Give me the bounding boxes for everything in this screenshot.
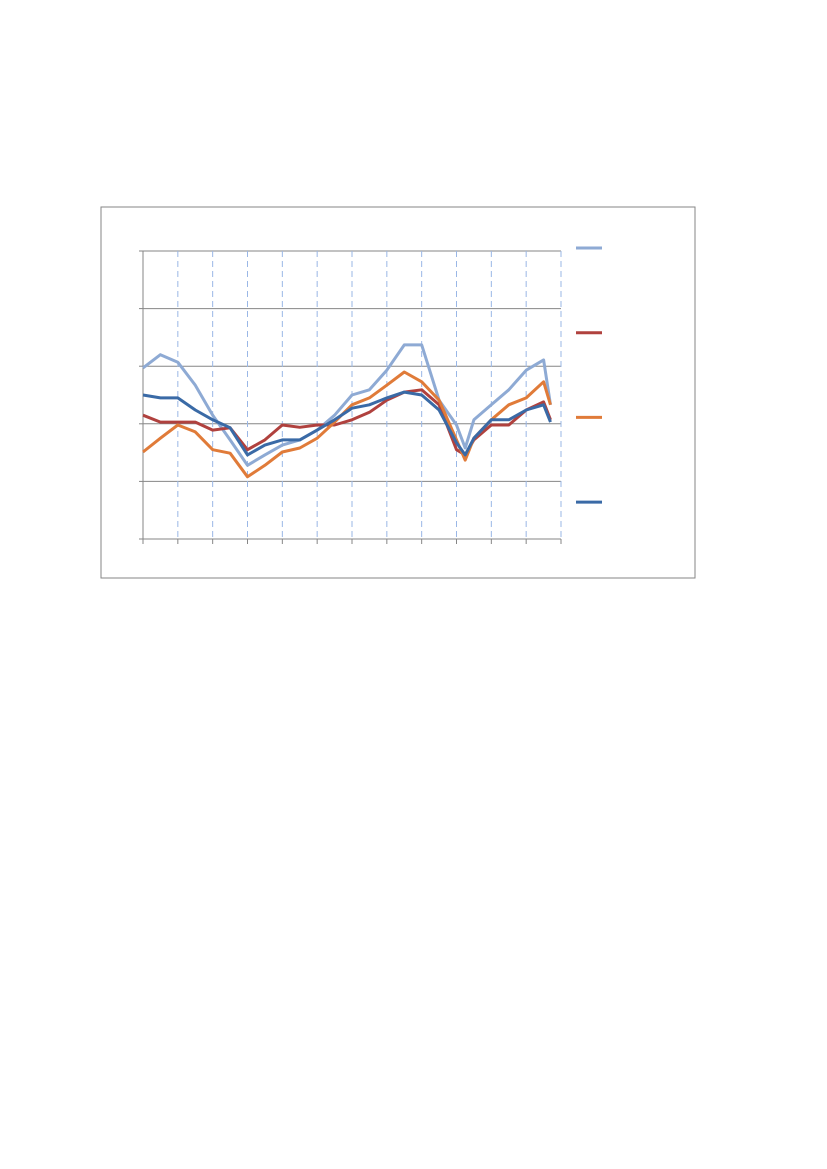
series-line: [142, 388, 552, 457]
series-line: [142, 390, 552, 457]
chart-frame: [100, 206, 696, 579]
series-line: [142, 343, 552, 467]
